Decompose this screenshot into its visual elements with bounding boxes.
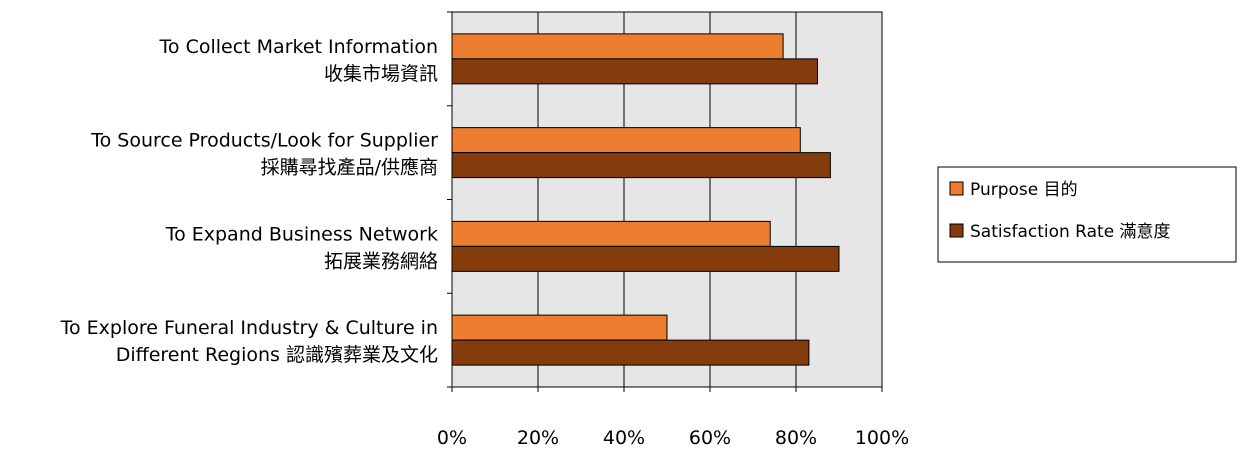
x-axis-ticks: 0% 20% 40% 60% 80% 100% <box>437 427 909 449</box>
legend-label-purpose: Purpose 目的 <box>970 180 1078 200</box>
category-label-line1: To Explore Funeral Industry & Culture in <box>60 317 438 339</box>
category-label-line1: To Expand Business Network <box>165 223 438 245</box>
category-label-line1: To Collect Market Information <box>159 36 438 58</box>
bar-purpose <box>451 127 801 154</box>
category-label-line2: 拓展業務網絡 <box>324 250 438 272</box>
legend-swatch-satisfaction-rate <box>949 223 964 238</box>
bar-satisfaction-rate <box>451 58 818 85</box>
x-tick-label: 60% <box>689 427 731 449</box>
x-tick-label: 40% <box>603 427 645 449</box>
x-tick-label: 20% <box>517 427 559 449</box>
bar-purpose <box>451 314 668 341</box>
bar-satisfaction-rate <box>451 245 840 272</box>
bar-satisfaction-rate <box>451 152 831 179</box>
legend-label-satisfaction-rate: Satisfaction Rate 滿意度 <box>970 222 1171 242</box>
legend: Purpose 目的 Satisfaction Rate 滿意度 <box>937 166 1237 263</box>
category-label-line1: To Source Products/Look for Supplier <box>90 130 438 152</box>
legend-swatch-purpose <box>949 181 964 196</box>
bars <box>451 33 840 366</box>
bar-purpose <box>451 33 784 60</box>
category-label-line2: 採購尋找產品/供應商 <box>261 156 438 179</box>
bar-purpose <box>451 220 771 247</box>
category-label-line2: Different Regions 認識殯葬業及文化 <box>116 344 438 366</box>
category-label-line2: 收集市場資訊 <box>324 63 438 85</box>
bar-satisfaction-rate <box>451 339 810 366</box>
category-labels: To Collect Market Information 收集市場資訊 To So… <box>60 36 439 366</box>
x-tick-label: 100% <box>855 427 909 449</box>
x-tick-label: 0% <box>437 427 467 449</box>
legend-box <box>937 166 1237 263</box>
x-tick-label: 80% <box>775 427 817 449</box>
